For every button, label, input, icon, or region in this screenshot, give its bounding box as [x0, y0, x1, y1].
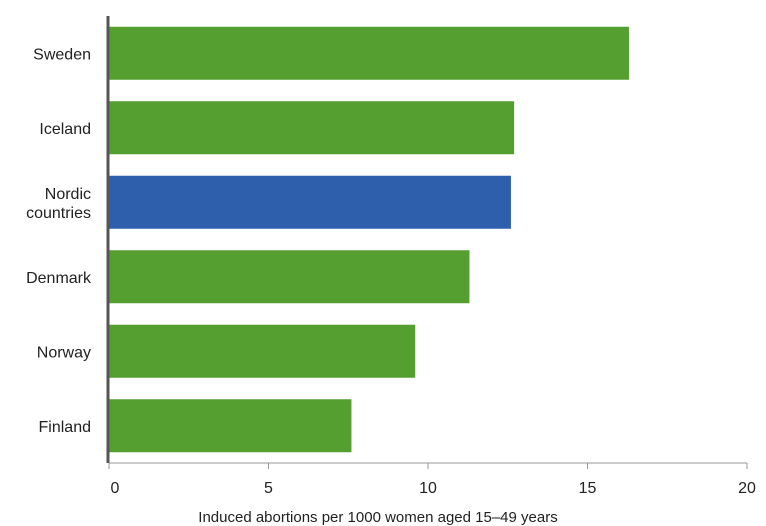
bar-finland: [109, 399, 352, 453]
category-label-norway: Norway: [37, 344, 91, 361]
x-tick-label: 15: [579, 480, 597, 497]
x-tick-label: 10: [419, 480, 437, 497]
bar-denmark: [109, 250, 470, 304]
x-ticks-group: 0 5 10 15 20: [108, 463, 756, 497]
category-label-nordic-countries: Nordic countries: [26, 186, 91, 222]
bar-nordic-countries: [109, 175, 511, 229]
x-axis-title: Induced abortions per 1000 women aged 15…: [198, 509, 557, 526]
x-tick-label: 0: [111, 480, 120, 497]
category-labels-group: Sweden Iceland Nordic countries Denmark Norwa…: [26, 46, 92, 436]
bar-sweden: [109, 26, 629, 80]
category-label-iceland: Iceland: [39, 121, 91, 138]
x-tick-label: 5: [264, 480, 273, 497]
x-tick-label: 20: [738, 480, 756, 497]
category-label-finland: Finland: [39, 419, 91, 436]
category-label-sweden: Sweden: [33, 46, 91, 63]
category-label-denmark: Denmark: [26, 270, 92, 287]
bar-norway: [109, 324, 416, 378]
bar-iceland: [109, 101, 515, 155]
bars-group: [109, 26, 629, 453]
